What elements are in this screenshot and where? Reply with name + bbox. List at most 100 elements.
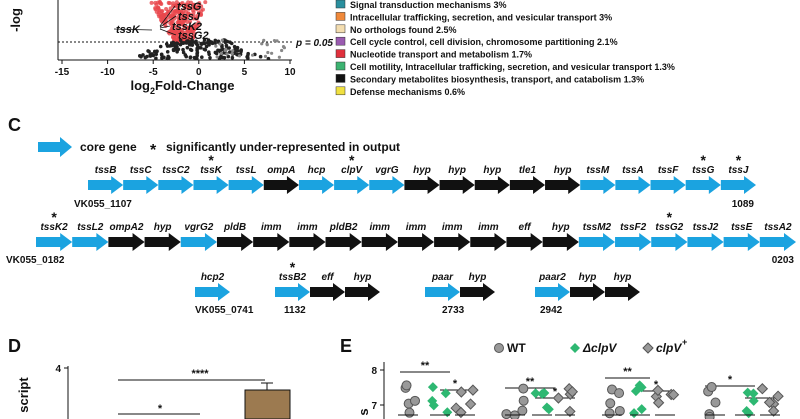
point — [162, 55, 166, 60]
point — [178, 42, 183, 47]
legend-label: Cell cycle control, cell division, chrom… — [350, 37, 618, 47]
point — [196, 3, 201, 8]
point — [190, 38, 194, 43]
point — [266, 56, 271, 61]
dot — [636, 404, 647, 415]
point — [218, 42, 222, 46]
point — [213, 38, 218, 43]
point — [190, 8, 195, 13]
gene-arrow — [542, 233, 579, 251]
gene-name: tssJ — [728, 165, 748, 176]
point — [213, 41, 217, 45]
gene-arrow — [685, 176, 721, 194]
dot — [440, 388, 451, 399]
point — [175, 41, 180, 46]
legend-label: Defense mechanisms 0.6% — [350, 87, 465, 97]
gene-name: ompA2 — [110, 222, 144, 233]
point — [203, 0, 208, 5]
dot — [667, 389, 680, 401]
star: * — [349, 152, 355, 168]
gene-name: tle1 — [519, 165, 537, 176]
point — [184, 15, 189, 20]
legend-label: Intracellular trafficking, secretion, an… — [350, 12, 612, 22]
point — [188, 30, 193, 35]
gene-name: tssK2 — [40, 222, 68, 233]
point — [202, 38, 207, 42]
point — [189, 48, 194, 53]
dot — [710, 397, 721, 408]
gene-name: tssK — [200, 165, 222, 176]
gene-arrow — [506, 233, 543, 251]
point — [157, 10, 162, 15]
point — [143, 55, 148, 60]
legend-swatch — [335, 36, 346, 46]
point — [191, 26, 196, 31]
point — [202, 41, 207, 46]
point — [262, 38, 266, 42]
point — [164, 42, 169, 46]
point — [270, 51, 274, 55]
point — [194, 7, 199, 12]
point — [172, 35, 177, 40]
point — [194, 39, 198, 44]
dot — [517, 405, 528, 416]
point — [235, 45, 240, 50]
locus-label: 2942 — [540, 305, 563, 316]
gene-name: hyp — [154, 222, 172, 233]
gene-name: vgrG — [375, 165, 399, 176]
point — [175, 49, 179, 54]
gene-name: pldB2 — [329, 222, 358, 233]
point — [224, 43, 229, 48]
dot — [704, 411, 715, 419]
point — [258, 54, 263, 59]
point — [148, 53, 153, 57]
point — [175, 28, 180, 33]
dot — [552, 392, 565, 404]
gene-arrow — [36, 233, 73, 251]
gene-label: tssG2 — [178, 30, 209, 42]
point — [226, 54, 231, 59]
gene-name: imm — [442, 222, 463, 233]
point — [146, 49, 150, 53]
dot — [501, 409, 512, 419]
gene-name: tssL2 — [77, 222, 104, 233]
leader — [159, 28, 177, 36]
gene-name: tssM2 — [583, 222, 612, 233]
locus-label: 2733 — [442, 305, 465, 316]
gene-arrow — [404, 176, 440, 194]
gene-name: imm — [406, 222, 427, 233]
gene-arrow — [123, 176, 159, 194]
gene-arrow — [509, 176, 546, 194]
gene-arrow — [397, 233, 435, 251]
gene-arrow — [615, 233, 652, 251]
gene-arrow — [425, 283, 460, 301]
dot — [467, 384, 479, 396]
point — [280, 48, 284, 53]
point — [239, 49, 243, 54]
dot — [518, 395, 529, 406]
dot — [539, 388, 550, 399]
locus-label: VK055_0741 — [195, 305, 254, 316]
key-star: * — [150, 142, 157, 159]
significance: * — [158, 403, 163, 415]
point — [223, 38, 227, 43]
leader — [159, 5, 176, 27]
point — [188, 55, 193, 60]
gene-name: hyp — [483, 165, 501, 176]
y-tick-label: 4 — [55, 364, 61, 375]
point — [265, 42, 269, 46]
gene-arrow — [334, 176, 370, 194]
point — [177, 21, 182, 26]
point — [172, 9, 177, 14]
dot — [706, 382, 717, 393]
point — [186, 34, 191, 39]
gene-arrow — [615, 176, 651, 194]
dot — [629, 408, 640, 419]
gene-arrow — [535, 283, 570, 301]
star: * — [290, 259, 296, 275]
gene-arrow — [263, 176, 299, 194]
point — [181, 47, 185, 52]
point — [195, 50, 200, 55]
locus-end: 1089 — [732, 199, 755, 210]
point — [192, 3, 197, 8]
